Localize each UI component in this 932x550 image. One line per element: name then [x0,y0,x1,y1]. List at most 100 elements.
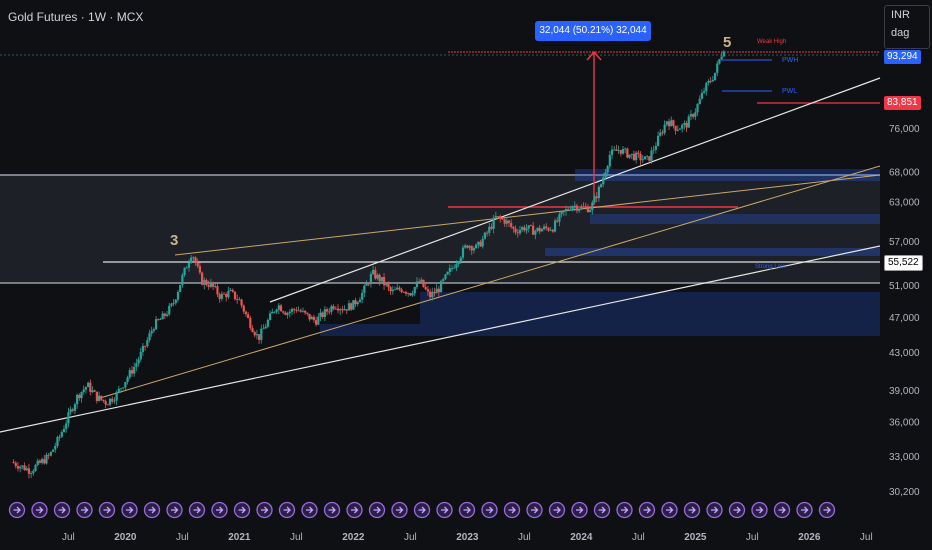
demand-zone-blue-2 [590,214,880,224]
candle-body [201,272,204,285]
candle-body [523,227,526,231]
candle-body [586,206,590,213]
candle-body [163,313,166,316]
arrow-right-icon [756,506,764,514]
candle-body [665,121,668,125]
candle-body [639,153,642,161]
candle-body [479,241,482,247]
candle-body [396,287,399,290]
candle-body [238,299,241,301]
candle-body [139,351,142,360]
candle-body [529,225,533,227]
candle-body [415,281,419,288]
candle-body [696,104,699,113]
candle-body [599,184,603,187]
candle-body [494,216,497,218]
candle-body [19,466,22,469]
trendline-upper [269,77,881,303]
arrow-right-icon [508,506,516,514]
candle-body [628,154,631,158]
candle-body [93,390,96,392]
candle-body [687,116,690,128]
candle-body [157,319,160,320]
candle-body [488,226,491,233]
candle-body [404,292,408,294]
measure-arrowhead [586,50,602,61]
candle-body [220,293,223,299]
candle-body [268,313,272,320]
candle-body [218,294,221,299]
candle-body [466,245,469,248]
arrow-right-icon [688,506,696,514]
candle-body [470,246,473,251]
arrow-right-icon [801,506,809,514]
candle-body [16,466,20,469]
candle-body [260,328,263,340]
candle-body [672,120,675,126]
candle-body [475,244,478,249]
candle-body [363,285,366,293]
candle-body [102,399,105,402]
currency-code: INR [891,9,910,21]
trendline-orange-1 [99,165,881,399]
candle-body [240,299,243,306]
candle-body [198,266,202,273]
candle-body [150,330,153,334]
candle-body [700,92,704,99]
measure-label: 32,044 (50.21%) 32,044 [535,21,651,41]
candle-body [685,123,688,128]
candle-body [505,220,508,224]
pwl-label: PWL [782,88,797,95]
candle-body [659,132,662,136]
x-tick-label: 2022 [342,532,365,543]
candle-body [60,432,63,437]
candle-body [549,229,552,231]
candle-body [411,293,414,296]
candle-body [97,395,101,401]
candle-body [126,377,129,382]
candle-body [674,125,677,131]
candle-body [264,326,267,329]
candle-body [330,306,333,312]
candle-body [439,280,443,293]
x-tick-label: Jul [746,532,759,543]
candle-body [391,289,394,292]
candle-body [27,468,31,474]
x-axis: Jul 2020 Jul 2021 Jul 2022 Jul 2023 Jul 2024 Jul 20… [62,532,873,543]
candle-body [641,159,644,161]
candle-body [722,51,725,57]
candle-body [229,290,232,291]
candle-body [694,112,697,117]
candle-body [678,128,682,130]
candle-body [604,172,607,178]
candle-body [119,388,123,390]
price-tag-mid: 55,522 [884,255,923,271]
candle-body [231,290,234,292]
candle-body [100,395,103,400]
candle-body [323,309,326,317]
candle-body [95,391,98,401]
candle-body [225,294,228,298]
arrow-right-icon [81,506,89,514]
candle-body [343,309,346,311]
candle-body [179,284,182,292]
candle-body [45,454,48,464]
candle-body [288,311,291,314]
candle-body [194,257,197,263]
candle-body [196,262,199,267]
x-tick-label: 2024 [570,532,593,543]
candle-body [703,91,706,93]
candle-body [589,210,592,213]
candle-body [205,280,208,285]
candle-body [713,72,717,81]
candle-body [236,299,239,300]
candle-body [692,114,695,117]
candle-body [165,314,169,316]
candle-body [148,333,151,341]
currency-selector[interactable]: INR dag [884,5,930,49]
candle-body [154,319,158,330]
y-tick-label: 30,200 [889,487,920,498]
candle-body [293,309,296,310]
candle-body [371,269,375,275]
